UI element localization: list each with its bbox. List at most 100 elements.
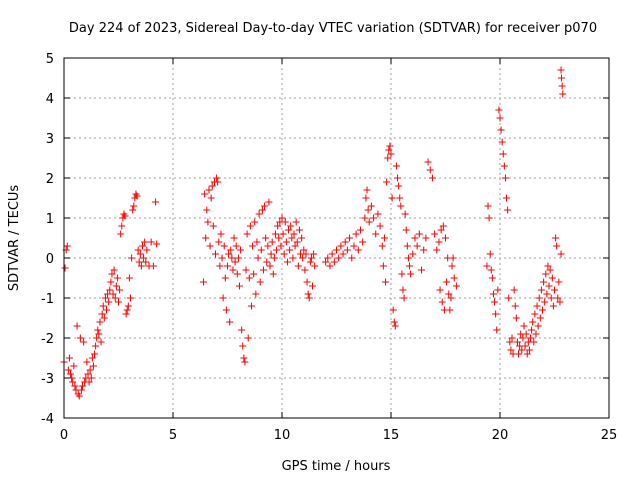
data-point	[249, 242, 257, 250]
y-tick-label: 2	[46, 172, 54, 187]
data-point	[501, 174, 509, 182]
data-point	[559, 90, 567, 98]
data-point	[493, 326, 501, 334]
data-point	[431, 230, 439, 238]
data-point	[298, 234, 306, 242]
data-point	[356, 226, 364, 234]
data-point	[133, 192, 141, 200]
data-point	[205, 186, 213, 194]
data-point	[212, 250, 220, 258]
data-point	[406, 262, 414, 270]
data-point	[64, 366, 72, 374]
data-point	[117, 230, 125, 238]
data-point	[496, 114, 504, 122]
data-point	[229, 266, 237, 274]
data-point	[67, 370, 75, 378]
data-point	[302, 250, 310, 258]
data-point	[141, 238, 149, 246]
data-point	[143, 246, 151, 254]
data-point	[422, 234, 430, 242]
data-point	[376, 222, 384, 230]
data-point	[225, 250, 233, 258]
chart-title: Day 224 of 2023, Sidereal Day-to-day VTE…	[69, 21, 597, 36]
data-point	[305, 294, 313, 302]
data-point	[515, 350, 523, 358]
data-point	[392, 162, 400, 170]
data-point	[80, 338, 88, 346]
data-point	[243, 230, 251, 238]
data-point	[510, 286, 518, 294]
grid-lines	[64, 58, 609, 418]
data-point	[539, 306, 547, 314]
axis-ticks: 0 5 10 15 20 25 -4 -3 -2 -1 0 1 2 3 4 5	[41, 52, 617, 443]
data-point	[337, 242, 345, 250]
data-point	[395, 182, 403, 190]
data-point	[215, 238, 223, 246]
data-point	[545, 282, 553, 290]
data-point	[390, 318, 398, 326]
data-point	[83, 358, 91, 366]
data-point	[557, 66, 565, 74]
data-point	[541, 298, 549, 306]
data-point	[92, 342, 100, 350]
data-point	[489, 290, 497, 298]
data-point	[65, 354, 73, 362]
data-point	[107, 278, 115, 286]
data-point	[219, 294, 227, 302]
data-point	[324, 254, 332, 262]
data-point	[485, 214, 493, 222]
data-point	[535, 294, 543, 302]
data-point	[209, 222, 217, 230]
data-point	[492, 310, 500, 318]
data-point	[239, 342, 247, 350]
data-point	[531, 310, 539, 318]
data-point	[523, 350, 531, 358]
y-tick-label: -1	[41, 292, 54, 307]
data-point	[129, 206, 137, 214]
data-point	[378, 242, 386, 250]
data-point	[556, 298, 564, 306]
data-point	[112, 282, 120, 290]
data-point	[374, 210, 382, 218]
data-point	[227, 246, 235, 254]
data-point	[543, 290, 551, 298]
data-point	[228, 254, 236, 262]
data-point	[363, 186, 371, 194]
data-point	[442, 234, 449, 242]
data-point	[397, 202, 405, 210]
data-point	[152, 198, 160, 206]
data-point	[362, 194, 370, 202]
data-point	[420, 246, 428, 254]
data-point	[89, 362, 97, 370]
data-point	[232, 242, 240, 250]
x-tick-label: 5	[169, 428, 177, 443]
data-point	[557, 250, 565, 258]
data-point	[346, 234, 354, 242]
data-point	[147, 238, 155, 246]
data-point	[85, 378, 93, 386]
data-point	[250, 270, 258, 278]
data-point	[221, 274, 229, 282]
data-point	[436, 286, 444, 294]
data-point	[295, 226, 303, 234]
data-point	[238, 326, 246, 334]
data-point	[350, 242, 358, 250]
x-tick-label: 10	[274, 428, 291, 443]
data-point	[262, 234, 270, 242]
data-point	[97, 338, 105, 346]
data-point	[411, 234, 419, 242]
data-point	[555, 278, 563, 286]
data-point	[287, 222, 295, 230]
data-point	[251, 218, 259, 226]
y-tick-label: 1	[46, 212, 54, 227]
data-point	[341, 238, 349, 246]
data-point	[525, 346, 533, 354]
data-point	[370, 214, 378, 222]
data-point	[359, 238, 367, 246]
data-point	[409, 250, 417, 258]
data-point	[84, 370, 92, 378]
data-point	[537, 286, 545, 294]
data-point	[384, 154, 392, 162]
data-point	[130, 202, 138, 210]
data-point	[404, 254, 412, 262]
